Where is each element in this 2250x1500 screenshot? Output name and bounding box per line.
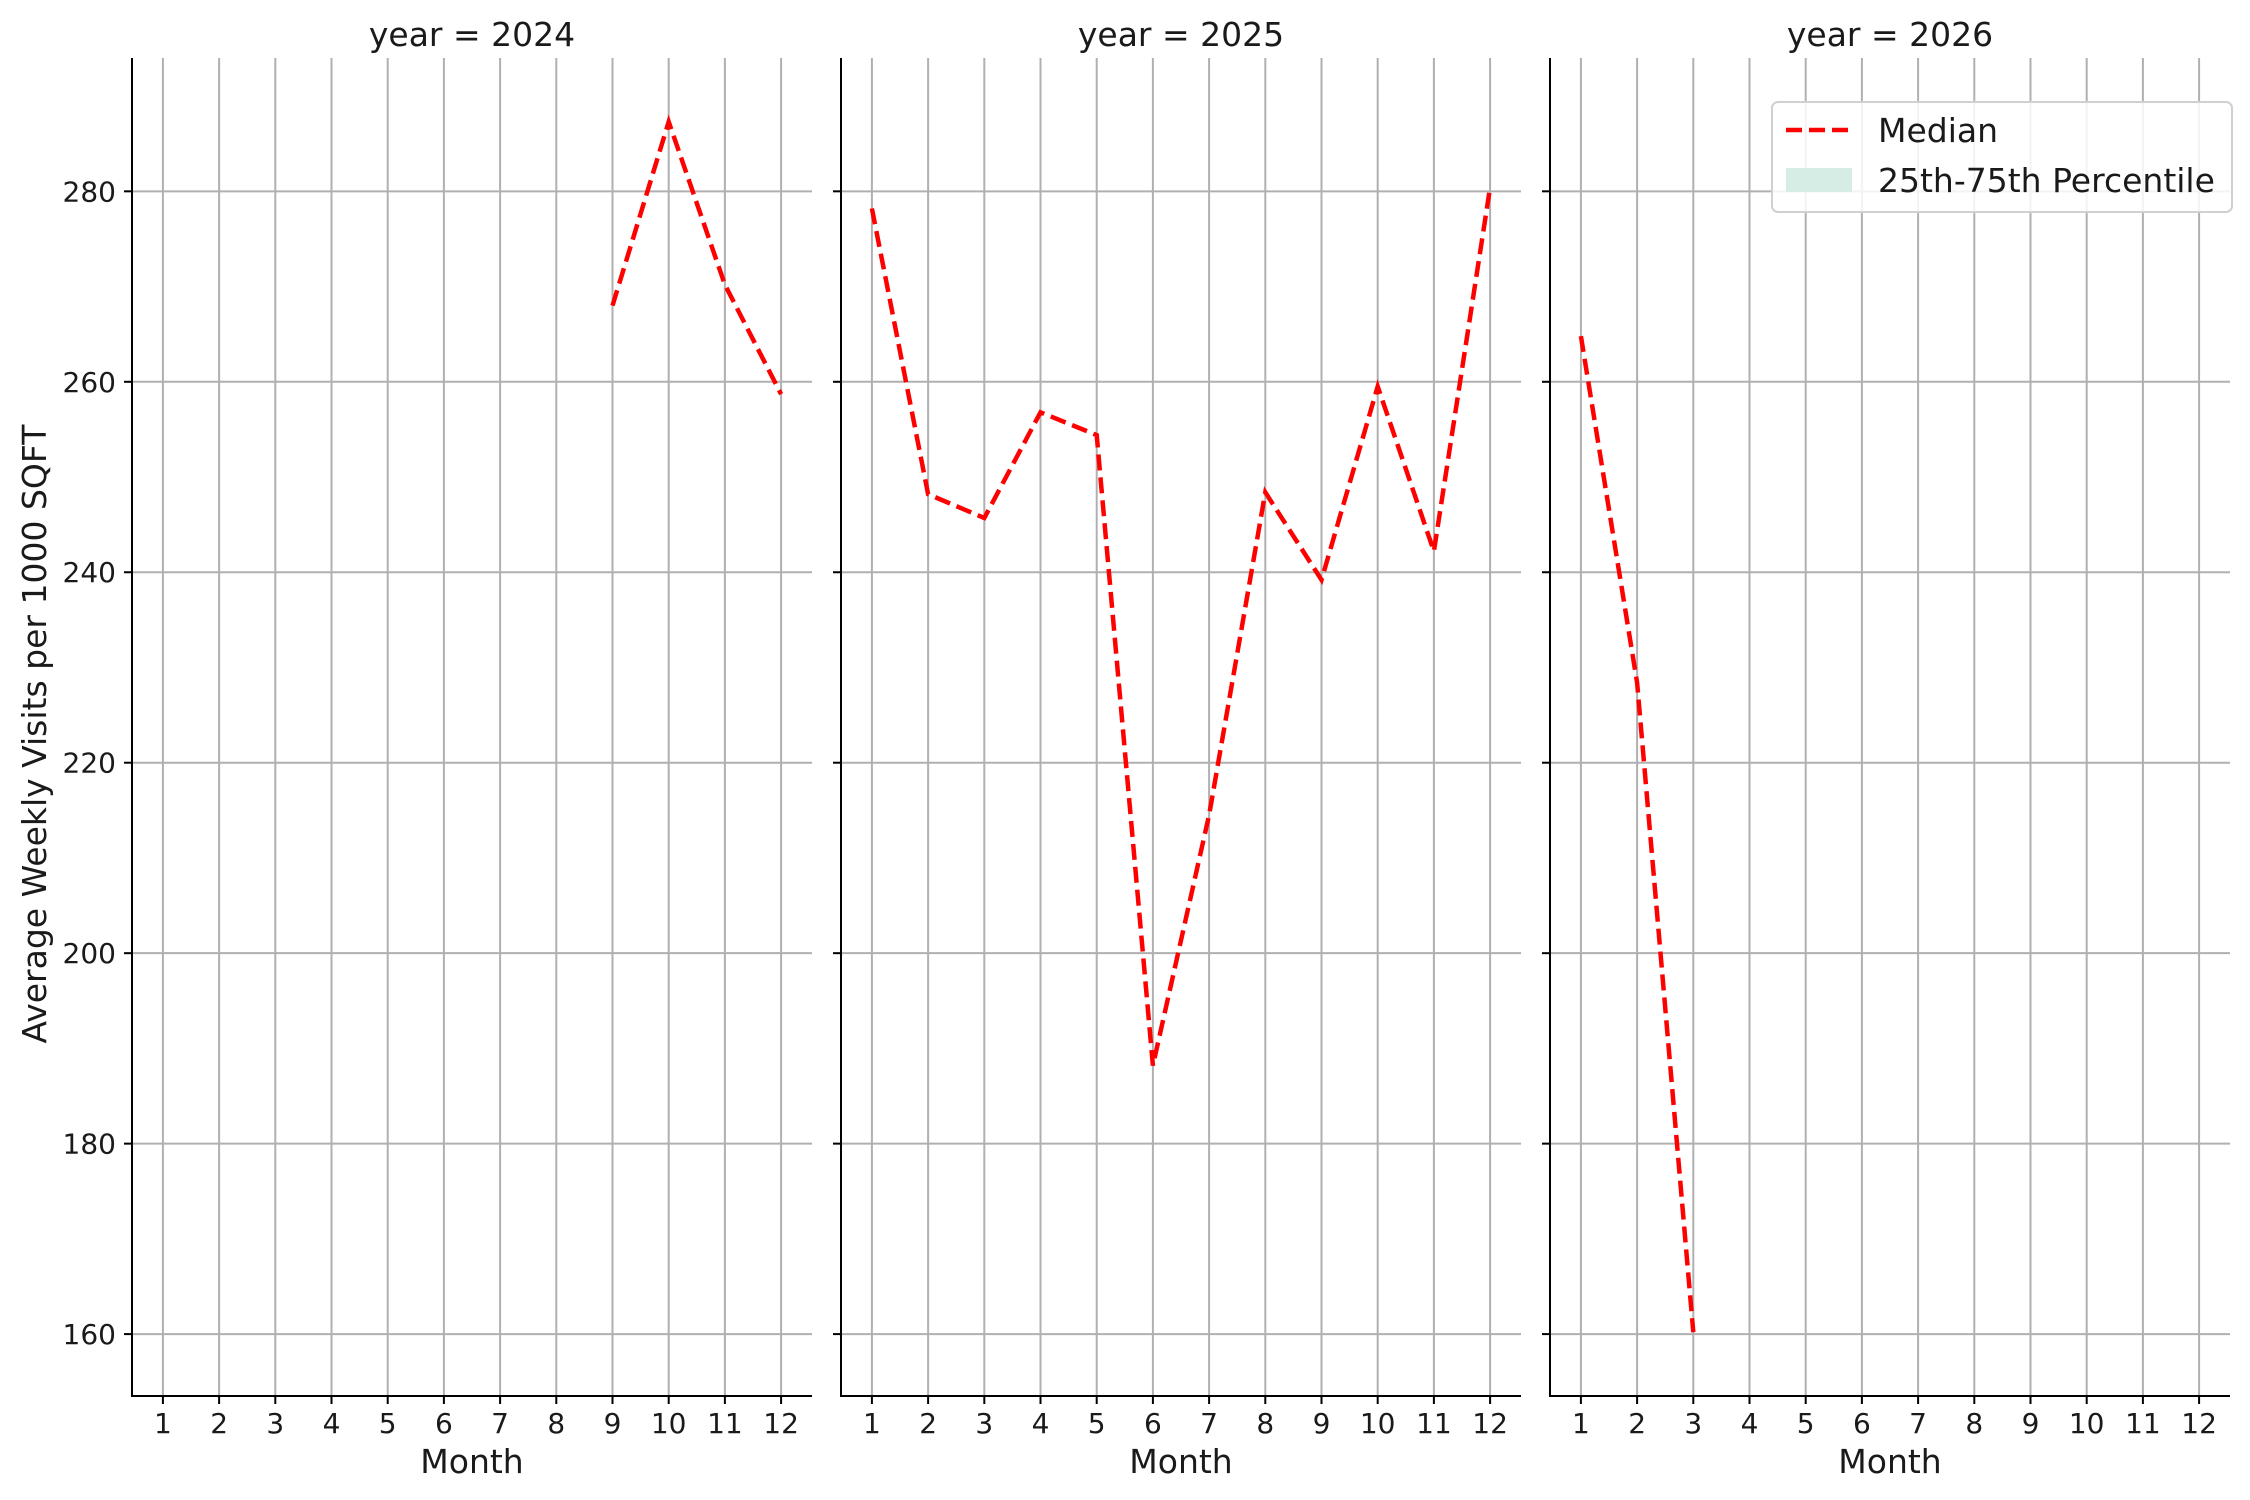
x-tick-label: 9 <box>1313 1407 1331 1440</box>
y-axis-label: Average Weekly Visits per 1000 SQFT <box>15 424 54 1044</box>
x-tick-label: 7 <box>1200 1407 1218 1440</box>
x-tick-label: 11 <box>2125 1407 2161 1440</box>
legend: Median 25th-75th Percentile <box>1771 101 2233 213</box>
x-axis-label: Month <box>1838 1442 1941 1481</box>
legend-box <box>1771 101 2233 213</box>
y-tick-label: 220 <box>63 747 116 780</box>
x-tick-label: 3 <box>266 1407 284 1440</box>
x-tick-label: 3 <box>975 1407 993 1440</box>
y-tick-label: 240 <box>63 556 116 589</box>
x-tick-label: 12 <box>1472 1407 1508 1440</box>
x-tick-label: 1 <box>154 1407 172 1440</box>
x-tick-label: 11 <box>1416 1407 1452 1440</box>
x-axis-label: Month <box>420 1442 523 1481</box>
x-tick-label: 5 <box>1088 1407 1106 1440</box>
x-tick-label: 7 <box>1909 1407 1927 1440</box>
x-tick-label: 4 <box>323 1407 341 1440</box>
x-tick-label: 12 <box>2181 1407 2217 1440</box>
legend-percentile-label: 25th-75th Percentile <box>1878 161 2215 200</box>
x-tick-label: 2 <box>919 1407 937 1440</box>
x-axis-label: Month <box>1129 1442 1232 1481</box>
x-tick-label: 2 <box>210 1407 228 1440</box>
x-tick-label: 2 <box>1628 1407 1646 1440</box>
x-tick-label: 9 <box>604 1407 622 1440</box>
x-tick-label: 6 <box>1853 1407 1871 1440</box>
panel-title: year = 2026 <box>1787 15 1993 54</box>
x-tick-label: 5 <box>1797 1407 1815 1440</box>
x-tick-label: 5 <box>379 1407 397 1440</box>
median-series-line <box>610 114 784 396</box>
x-tick-label: 4 <box>1741 1407 1759 1440</box>
legend-percentile-swatch <box>1786 168 1852 192</box>
x-tick-label: 6 <box>1144 1407 1162 1440</box>
x-tick-label: 1 <box>1572 1407 1590 1440</box>
x-tick-label: 11 <box>707 1407 743 1440</box>
y-tick-label: 280 <box>63 175 116 208</box>
x-tick-label: 9 <box>2022 1407 2040 1440</box>
x-tick-label: 12 <box>763 1407 799 1440</box>
legend-median-label: Median <box>1878 111 1998 150</box>
median-series-line <box>869 187 1493 1066</box>
y-tick-label: 200 <box>63 937 116 970</box>
x-tick-label: 8 <box>1965 1407 1983 1440</box>
x-tick-label: 6 <box>435 1407 453 1440</box>
x-tick-label: 8 <box>1256 1407 1274 1440</box>
panel-title: year = 2024 <box>369 15 575 54</box>
x-tick-label: 7 <box>491 1407 509 1440</box>
x-tick-label: 10 <box>651 1407 687 1440</box>
x-tick-label: 10 <box>2069 1407 2105 1440</box>
panel-title: year = 2025 <box>1078 15 1284 54</box>
y-tick-label: 260 <box>63 366 116 399</box>
x-tick-label: 4 <box>1032 1407 1050 1440</box>
x-tick-label: 1 <box>863 1407 881 1440</box>
y-tick-label: 160 <box>63 1318 116 1351</box>
x-tick-label: 10 <box>1360 1407 1396 1440</box>
y-tick-label: 180 <box>63 1128 116 1161</box>
x-tick-label: 3 <box>1684 1407 1702 1440</box>
x-tick-label: 8 <box>547 1407 565 1440</box>
